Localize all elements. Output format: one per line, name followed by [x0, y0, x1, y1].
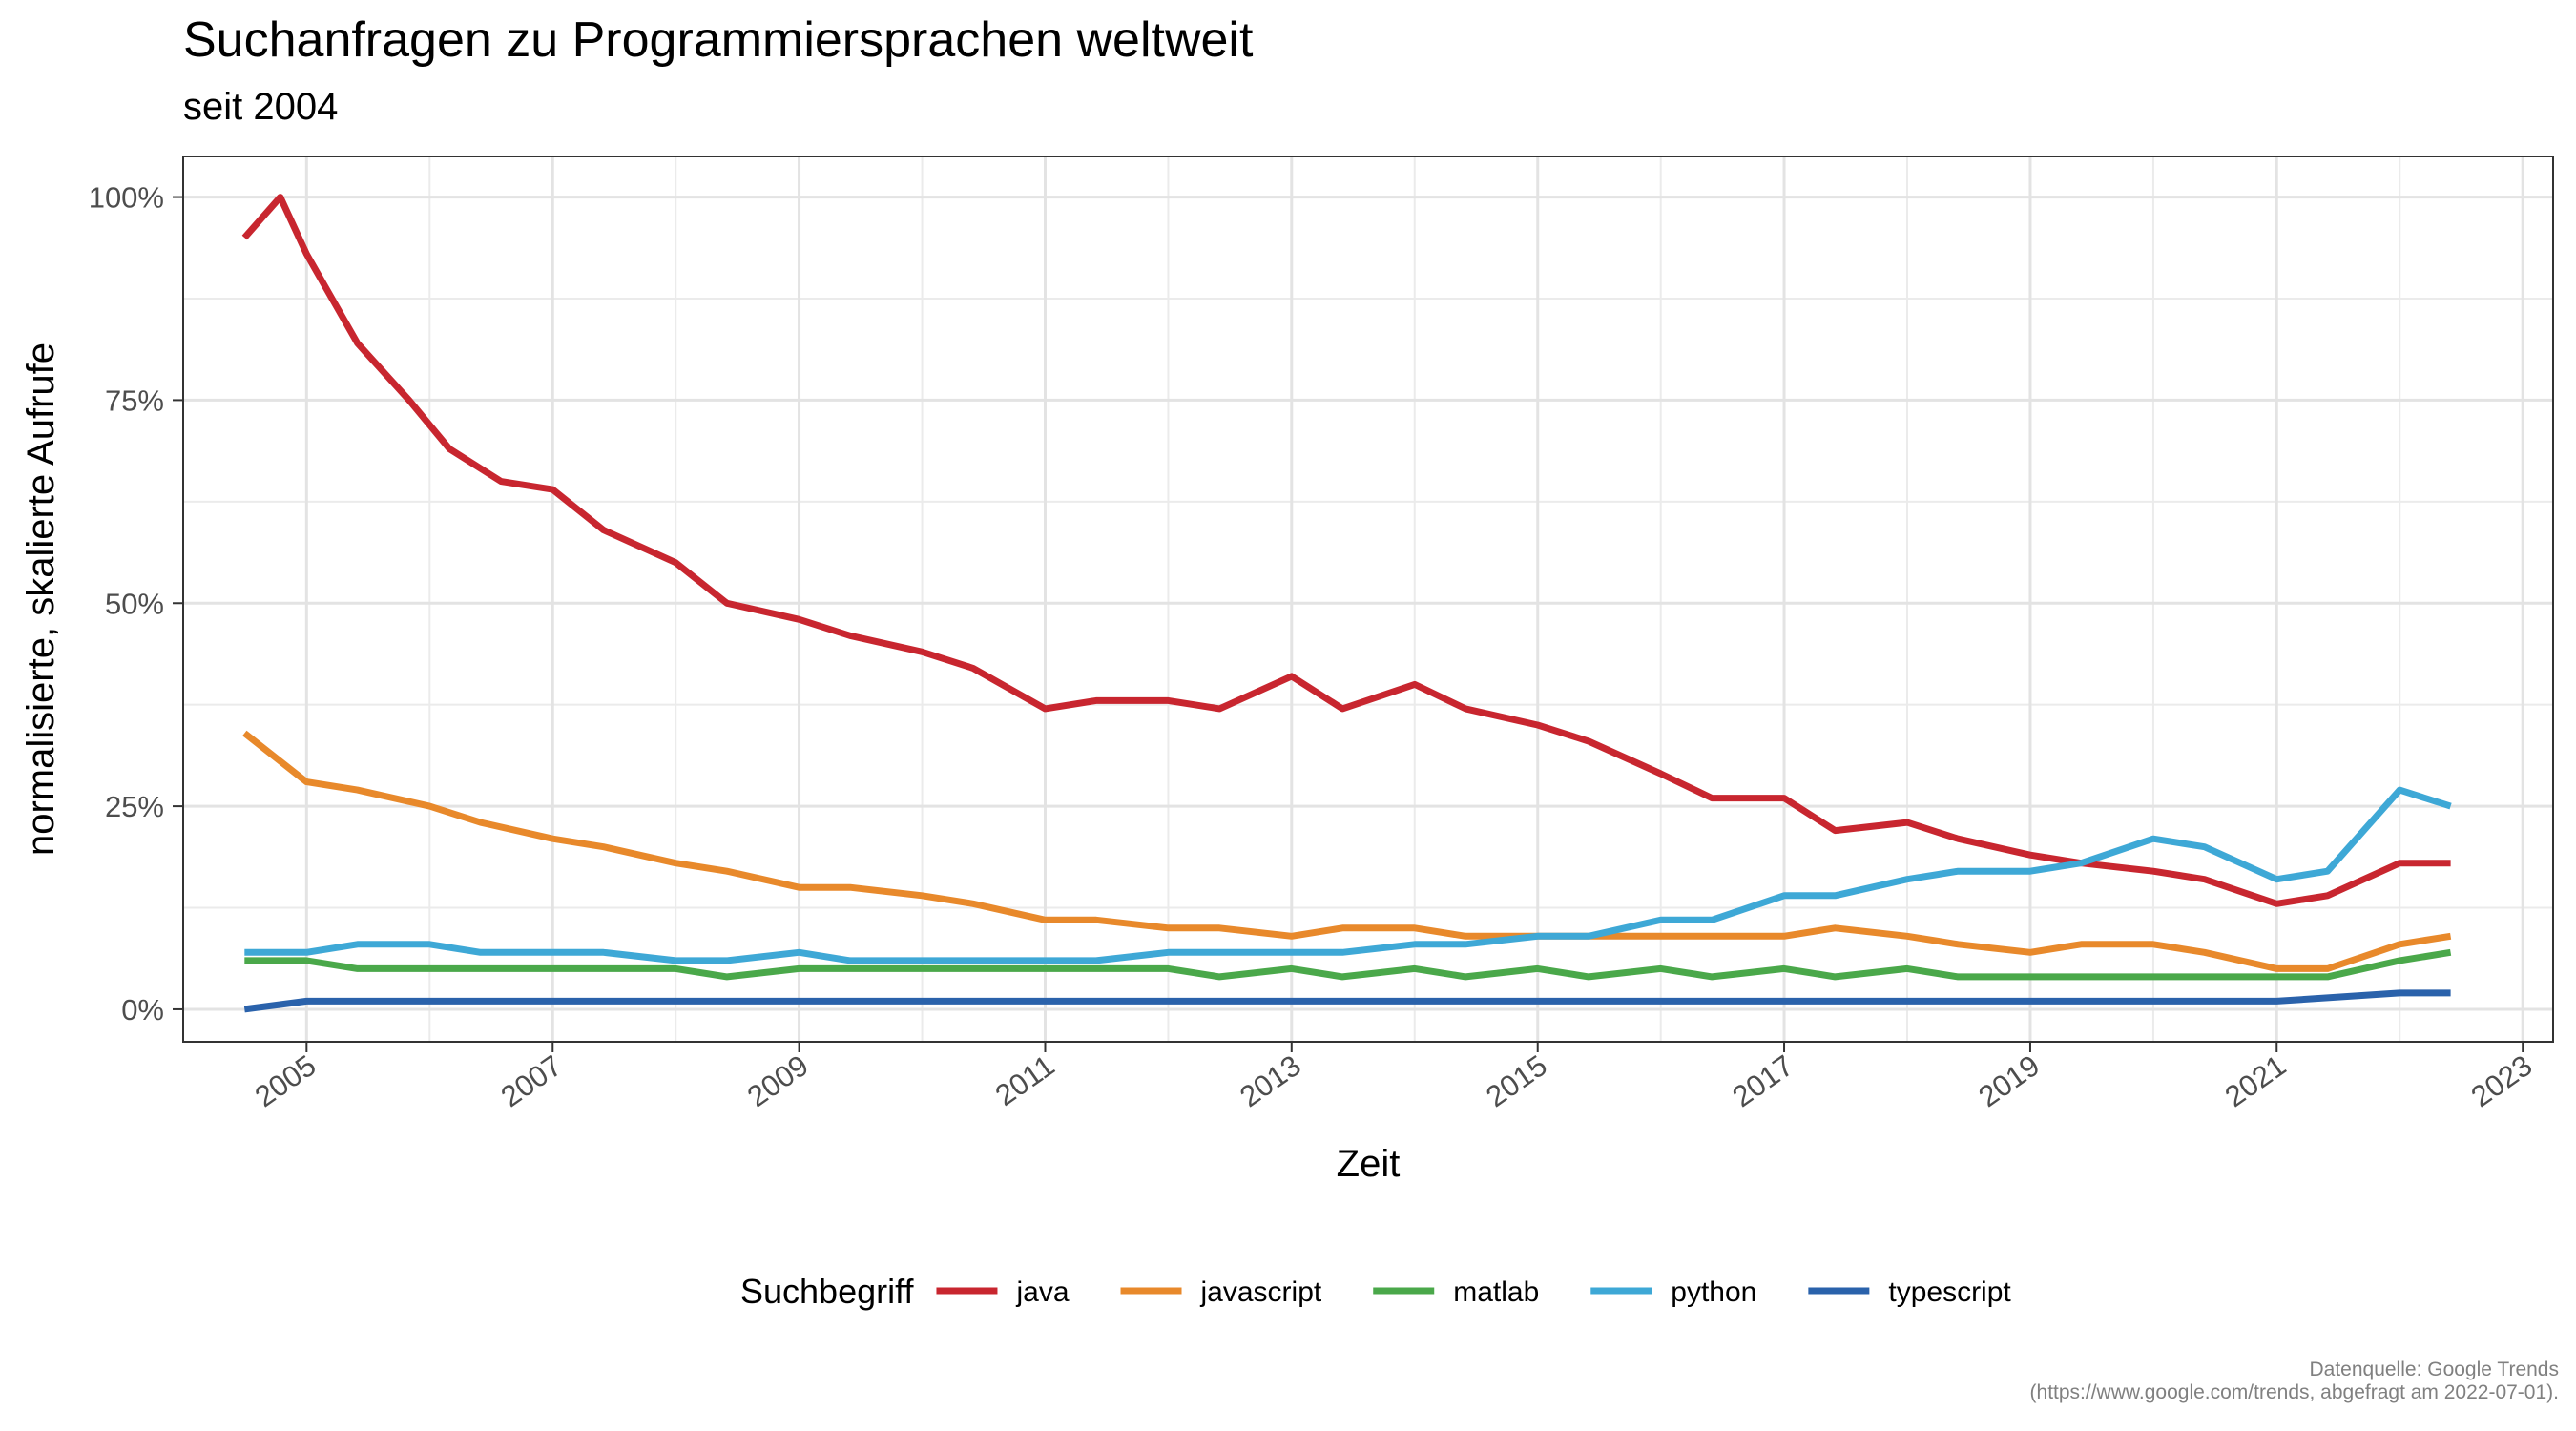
- series-line-matlab: [244, 948, 2452, 981]
- caption-line-1: Datenquelle: Google Trends: [2309, 1358, 2559, 1380]
- y-axis-title: normalisierte, skalierte Aufrufe: [20, 342, 62, 856]
- series-line-typescript: [243, 989, 2451, 1013]
- x-tick-label: 2005: [249, 1048, 322, 1113]
- caption-line-2: (https://www.google.com/trends, abgefrag…: [2029, 1381, 2559, 1403]
- x-tick-label: 2013: [1234, 1048, 1307, 1113]
- legend-label-javascript: javascript: [1200, 1276, 1322, 1308]
- chart-subtitle: seit 2004: [183, 86, 339, 128]
- legend-label-typescript: typescript: [1888, 1276, 2011, 1308]
- legend: Suchbegriff java javascript matlab python typ…: [740, 1272, 2011, 1311]
- x-tick-label: 2019: [1972, 1048, 2046, 1113]
- legend-label-matlab: matlab: [1453, 1276, 1539, 1308]
- x-tick-label: 2009: [741, 1048, 815, 1113]
- x-tick-label: 2021: [2219, 1048, 2293, 1113]
- x-tick-label: 2017: [1726, 1048, 1799, 1113]
- panel-border: [182, 156, 2554, 1043]
- y-tick-label: 75%: [105, 384, 164, 417]
- y-tick-label: 100%: [89, 181, 164, 215]
- y-tick-label: 0%: [121, 993, 164, 1027]
- legend-title: Suchbegriff: [740, 1272, 914, 1311]
- x-tick-label: 2015: [1480, 1048, 1553, 1113]
- y-tick-label: 50%: [105, 587, 164, 620]
- legend-label-java: java: [1015, 1276, 1069, 1308]
- x-tick-label: 2023: [2465, 1048, 2539, 1113]
- series-layer: [241, 194, 2452, 1013]
- y-tick-label: 25%: [105, 790, 164, 823]
- chart-title: Suchanfragen zu Programmiersprachen welt…: [183, 12, 1254, 68]
- series-line-javascript: [242, 730, 2452, 972]
- grid-layer: [183, 156, 2553, 1042]
- panel-background: [183, 156, 2553, 1042]
- x-tick-label: 2007: [495, 1048, 569, 1113]
- x-axis-title: Zeit: [1337, 1143, 1401, 1185]
- x-tick-label: 2011: [989, 1048, 1061, 1112]
- series-line-python: [244, 786, 2452, 964]
- series-line-java: [241, 194, 2451, 907]
- legend-label-python: python: [1671, 1276, 1756, 1308]
- data-source-caption: Datenquelle: Google Trends (https://www.…: [2030, 1358, 2559, 1404]
